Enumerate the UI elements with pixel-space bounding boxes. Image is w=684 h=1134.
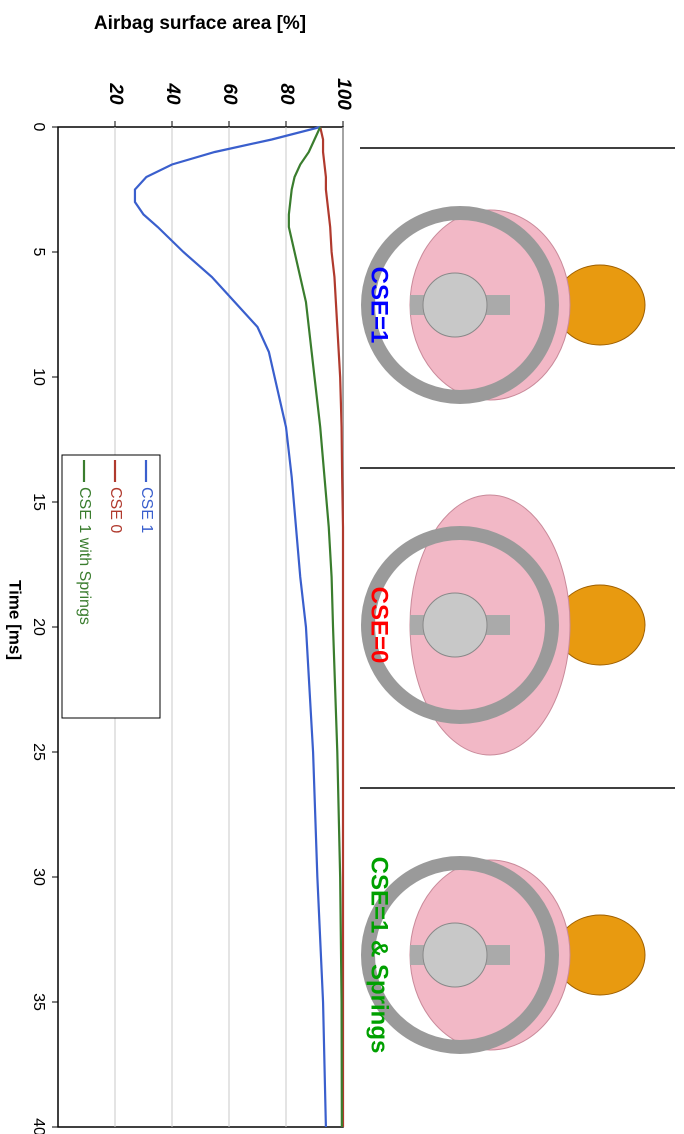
chart-title: Airbag surface area [%] xyxy=(94,13,306,34)
legend-label: CSE 1 xyxy=(138,487,155,533)
x-tick-label: 0 xyxy=(30,123,47,132)
chart: Airbag surface area [%] Time [ms] 20 40 60… xyxy=(0,0,684,1134)
x-axis-label: Time [ms] xyxy=(6,580,25,660)
series-line xyxy=(135,127,326,1127)
legend-label: CSE 0 xyxy=(107,487,124,533)
x-tick-label: 25 xyxy=(30,743,47,761)
x-tick-label: 10 xyxy=(30,368,47,386)
hub xyxy=(423,273,487,337)
y-tick-label: 100 xyxy=(333,78,354,110)
annotation: CSE=0 xyxy=(366,587,393,664)
x-tick-label: 15 xyxy=(30,493,47,511)
legend-label: CSE 1 with Springs xyxy=(76,487,93,625)
y-tick-label: 60 xyxy=(219,83,240,105)
wheel-images xyxy=(368,210,645,1050)
annotation: CSE=1 & Springs xyxy=(366,857,393,1054)
y-tick-label: 40 xyxy=(162,82,183,105)
series-line xyxy=(320,127,343,1127)
x-tick-label: 40 xyxy=(30,1118,47,1134)
annotation: CSE=1 xyxy=(366,267,393,344)
x-tick-label: 35 xyxy=(30,993,47,1011)
hub xyxy=(423,593,487,657)
x-tick-label: 30 xyxy=(30,868,47,886)
y-tick-label: 20 xyxy=(105,82,126,105)
hub xyxy=(423,923,487,987)
x-tick-label: 5 xyxy=(30,248,47,257)
x-tick-label: 20 xyxy=(30,618,47,636)
y-tick-label: 80 xyxy=(276,83,297,105)
